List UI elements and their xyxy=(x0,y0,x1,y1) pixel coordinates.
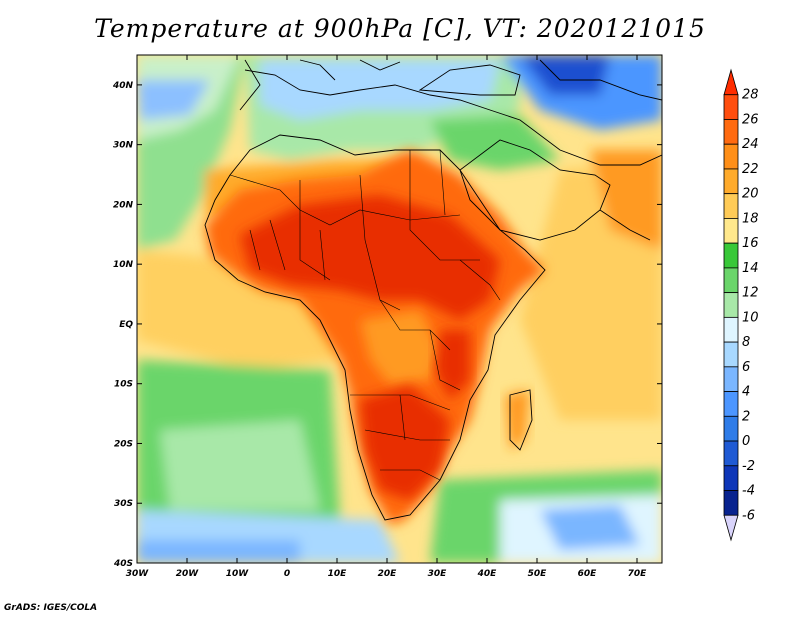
colorbar-label: 4 xyxy=(742,385,750,400)
colorbar-segment xyxy=(723,119,739,145)
longitude-axis: 30W 20W 10W 0 10E 20E 30E 40E 50E 60E 70E xyxy=(126,55,647,579)
colorbar-bottom-arrow xyxy=(723,514,739,542)
lat-tick-label: 30S xyxy=(114,499,133,509)
colorbar-label: -6 xyxy=(742,508,755,523)
colorbar-segment xyxy=(723,168,739,195)
lat-tick-label: 30N xyxy=(113,141,134,151)
map-plot-area xyxy=(137,55,662,563)
coastlines xyxy=(204,59,662,521)
colorbar-label: 10 xyxy=(742,310,759,325)
colorbar-label: 12 xyxy=(742,286,759,301)
lon-tick-label: 70E xyxy=(628,569,648,579)
colorbar-label: 6 xyxy=(742,360,750,375)
country-borders xyxy=(229,149,501,481)
colorbar-label: 20 xyxy=(742,187,759,202)
colorbar-label: 26 xyxy=(742,112,759,127)
colorbar-segment xyxy=(723,465,739,491)
africa-heat xyxy=(205,150,545,525)
colorbar-label: 0 xyxy=(742,434,750,449)
lon-tick-label: 30W xyxy=(126,569,150,579)
colorbar-segment xyxy=(723,440,739,467)
colorbar-label: 28 xyxy=(742,88,759,103)
colorbar-label: 16 xyxy=(742,236,759,251)
lat-tick-label: 10S xyxy=(114,380,133,390)
colorbar-label: 22 xyxy=(742,162,759,177)
lat-tick-label: 10N xyxy=(113,260,134,270)
lon-tick-label: 10E xyxy=(328,569,348,579)
colorbar-segment xyxy=(723,242,739,269)
colorbar-segment xyxy=(723,267,739,294)
map-title: Temperature at 900hPa [C], VT: 202012101… xyxy=(94,14,706,43)
colorbar-top-arrow xyxy=(723,68,739,96)
lat-tick-label: 20S xyxy=(114,439,133,449)
colorbar-segment xyxy=(723,341,739,368)
colorbar-segment xyxy=(723,94,739,120)
colorbar-label: 8 xyxy=(742,335,750,350)
colorbar-label: 14 xyxy=(742,261,759,276)
colorbar-segment xyxy=(723,292,739,318)
colorbar-label: 18 xyxy=(742,211,759,226)
lon-tick-label: 0 xyxy=(284,569,290,579)
colorbar-segment xyxy=(723,415,739,442)
lon-tick-label: 50E xyxy=(528,569,548,579)
latitude-axis: 40N 30N 20N 10N EQ 10S 20S 30S 40S xyxy=(112,81,662,569)
lat-tick-label: 40N xyxy=(112,81,134,91)
colorbar-segment xyxy=(723,316,739,343)
footer-credit: GrADS: IGES/COLA xyxy=(4,603,98,613)
lon-tick-label: 60E xyxy=(578,569,598,579)
lon-tick-label: 20E xyxy=(378,569,398,579)
lon-tick-label: 30E xyxy=(428,569,448,579)
colorbar-segment xyxy=(723,391,739,417)
colorbar-label: 24 xyxy=(742,137,759,152)
colorbar-label: -2 xyxy=(742,459,755,474)
lon-tick-label: 40E xyxy=(477,569,498,579)
colorbar-segment xyxy=(723,193,739,219)
colorbar-segment xyxy=(723,143,739,170)
plot-frame xyxy=(136,54,663,564)
lat-tick-label: 40S xyxy=(113,559,133,569)
colorbar-segment xyxy=(723,366,739,392)
lat-tick-label: 20N xyxy=(113,200,134,210)
lat-tick-label: EQ xyxy=(119,320,133,330)
colorbar-label: -4 xyxy=(742,484,755,499)
lon-tick-label: 10W xyxy=(226,569,250,579)
colorbar-segment xyxy=(723,490,739,516)
colorbar-segment xyxy=(723,218,739,244)
colorbar-label: 2 xyxy=(742,409,750,424)
lon-tick-label: 20W xyxy=(176,569,200,579)
